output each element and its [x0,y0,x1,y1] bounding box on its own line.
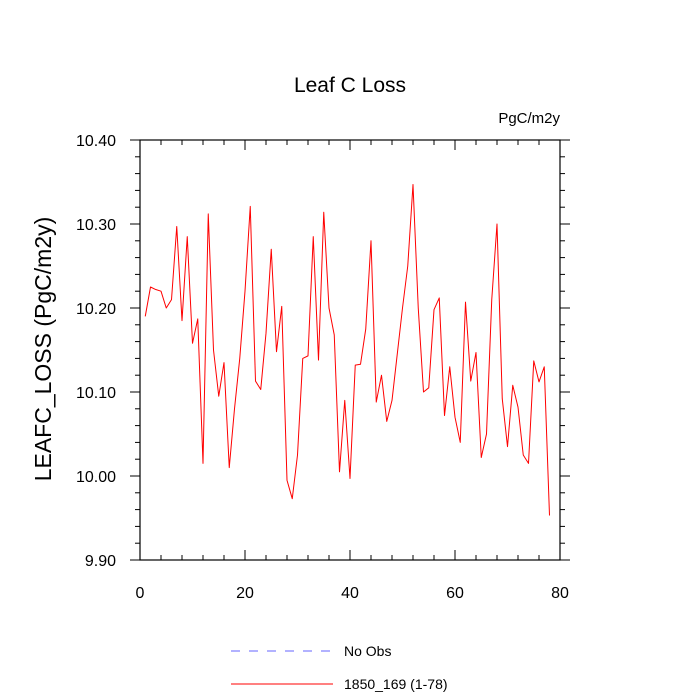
legend-label-1850-169: 1850_169 (1-78) [344,676,448,692]
y-tick-labels: 9.90 10.00 10.10 10.20 10.30 10.40 [76,133,116,570]
x-tick-label: 80 [551,585,569,602]
x-tick-labels: 0 20 40 60 80 [136,585,569,602]
y-tick-label: 10.40 [76,133,116,150]
x-tick-label: 40 [341,585,359,602]
axis-ticks [130,139,570,561]
y-tick-label: 10.30 [76,217,116,234]
y-tick-label: 9.90 [85,553,116,570]
x-tick-label: 60 [446,585,464,602]
legend-label-no-obs: No Obs [344,643,391,659]
y-axis-label: LEAFC_LOSS (PgC/m2y) [30,217,56,482]
series-layer [144,184,550,516]
units-label: PgC/m2y [498,110,560,127]
plot-frame [139,139,561,561]
y-tick-label: 10.00 [76,469,116,486]
legend: No Obs 1850_169 (1-78) [231,643,448,692]
y-tick-label: 10.20 [76,301,116,318]
x-tick-label: 0 [136,585,145,602]
y-tick-label: 10.10 [76,385,116,402]
x-tick-label: 20 [236,585,254,602]
series-line-1850-169-1-78 [144,184,550,516]
chart-title: Leaf C Loss [294,74,406,97]
